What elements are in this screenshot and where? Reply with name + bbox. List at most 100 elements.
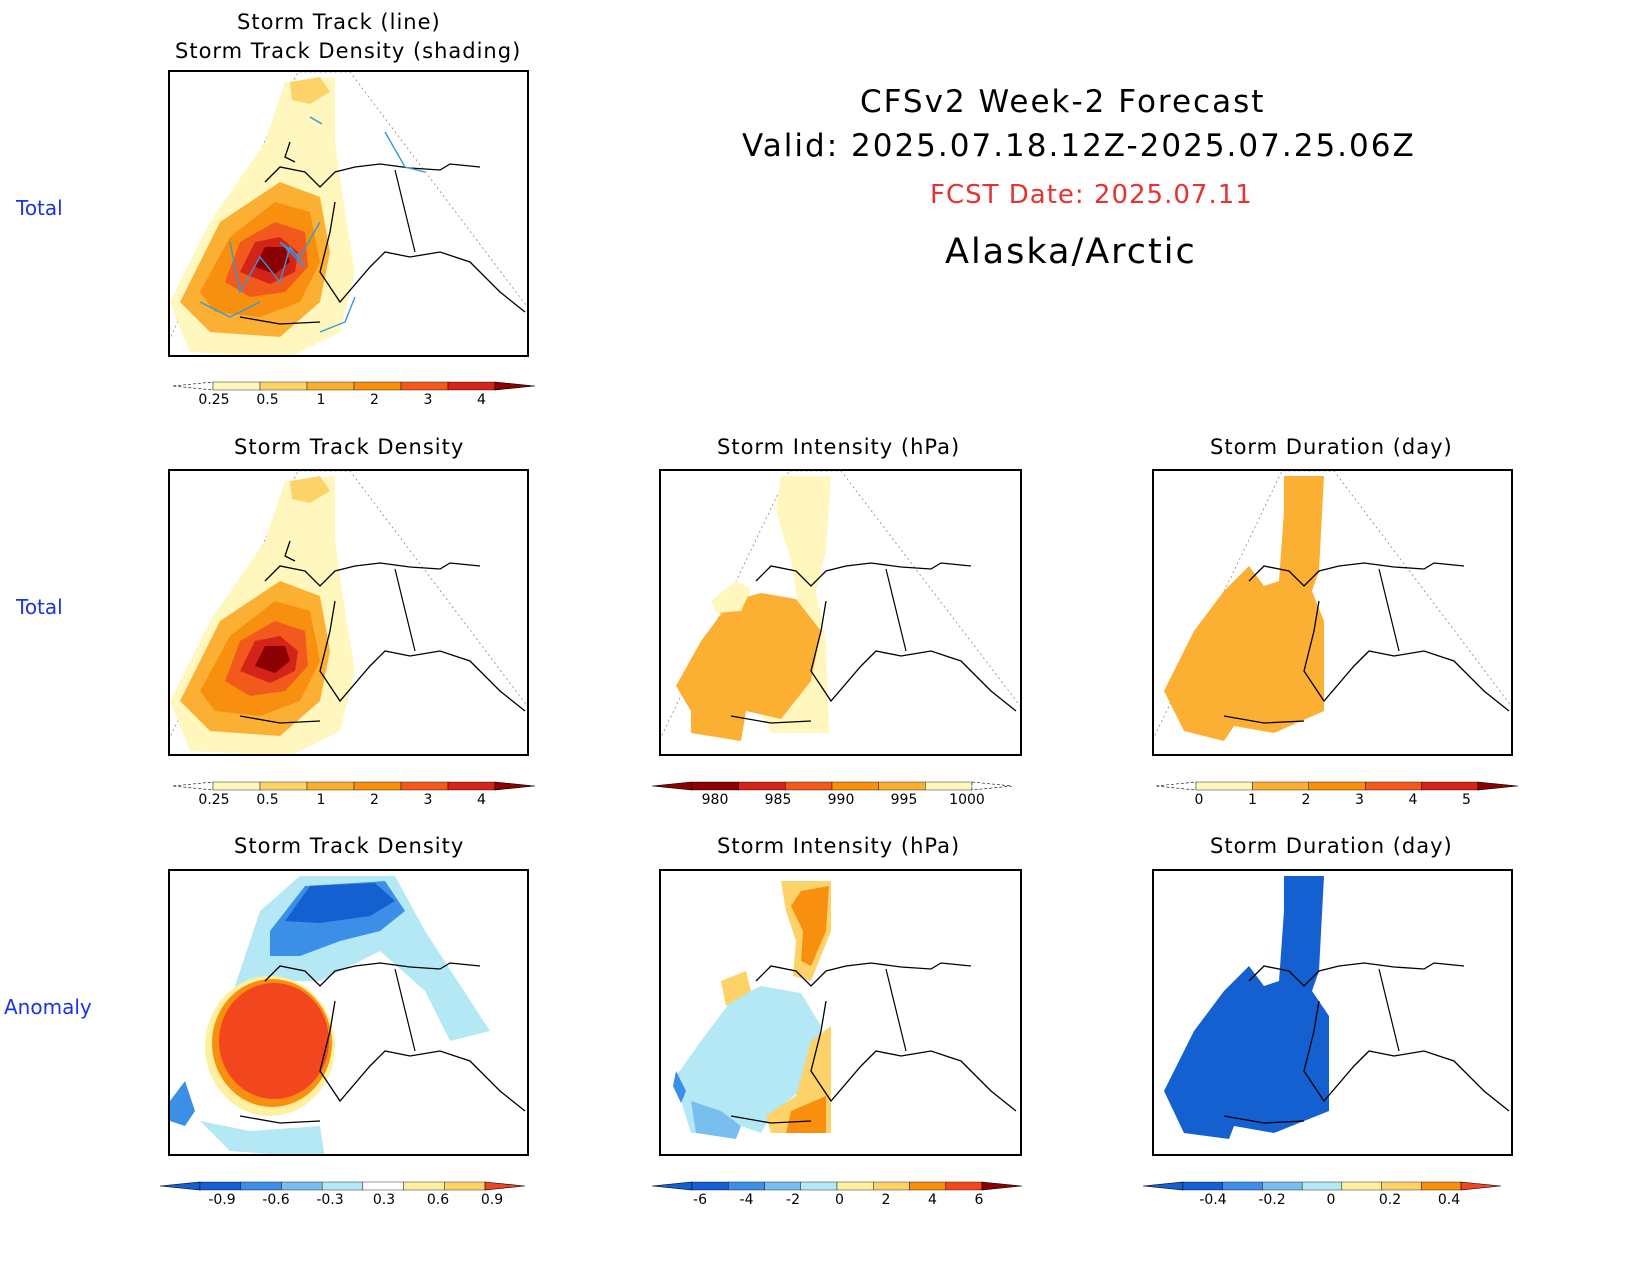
colorbar-tick-label: -0.9 xyxy=(208,1192,235,1208)
colorbar-tick-label: -0.3 xyxy=(316,1192,343,1208)
colorbar-swatch xyxy=(728,1181,765,1191)
colorbar-tick-label: 0.5 xyxy=(256,392,278,408)
colorbar-swatch xyxy=(353,781,402,791)
colorbar-tick-label: 2 xyxy=(882,1192,891,1208)
border-line xyxy=(394,169,416,253)
density-shading-4 xyxy=(255,247,290,274)
colorbar-swatch xyxy=(836,1181,874,1191)
coastline xyxy=(1223,562,1510,724)
colorbar-left-arrow xyxy=(172,781,214,791)
colorbar-swatch xyxy=(1381,1181,1422,1191)
colorbar-tick-label: 5 xyxy=(1462,792,1471,808)
bot-density-title: Storm Track Density xyxy=(234,834,465,858)
colorbar-tick-label: 4 xyxy=(477,392,486,408)
colorbar-tick-label: -4 xyxy=(740,1192,754,1208)
coastline xyxy=(239,540,526,724)
colorbar-swatch xyxy=(800,1181,838,1191)
colorbar-left-arrow xyxy=(159,1181,201,1191)
colorbar-swatch xyxy=(403,1181,445,1191)
anom-orange-right xyxy=(786,1096,826,1133)
border-line xyxy=(885,568,907,652)
map-top-density-svg xyxy=(170,72,527,355)
colorbar-top-density: 0.25 0.5 1 2 3 4 xyxy=(165,378,545,412)
anom-blue-left xyxy=(673,1071,686,1103)
map-bot-intensity-anomaly xyxy=(659,869,1022,1156)
density-shading-top xyxy=(290,476,330,503)
map-mid-density-svg xyxy=(170,471,527,754)
colorbar-bot-duration-anomaly: -0.4 -0.2 0 0.2 0.4 xyxy=(1142,1178,1528,1212)
colorbar-tick-label: 0.4 xyxy=(1438,1192,1460,1208)
colorbar-swatch xyxy=(321,1181,364,1191)
intensity-shading-995-edge xyxy=(711,581,751,613)
border-line xyxy=(885,968,907,1052)
colorbar-tick-label: 3 xyxy=(424,392,433,408)
map-mid-intensity xyxy=(659,469,1022,756)
colorbar-swatch xyxy=(764,1181,801,1191)
colorbar-mid-density: 0.25 0.5 1 2 3 4 xyxy=(165,778,545,812)
colorbar-swatch xyxy=(400,381,449,391)
coastline xyxy=(239,962,526,1124)
colorbar-tick-label: -6 xyxy=(693,1192,707,1208)
colorbar-tick-label: 0.3 xyxy=(373,1192,395,1208)
colorbar-tick-label: 4 xyxy=(928,1192,937,1208)
forecast-date: FCST Date: 2025.07.11 xyxy=(930,180,1253,210)
colorbar-tick-label: 0 xyxy=(1195,792,1204,808)
map-top-density xyxy=(168,70,529,357)
border-line xyxy=(1378,968,1400,1052)
colorbar-tick-label: 3 xyxy=(424,792,433,808)
forecast-title: CFSv2 Week-2 Forecast xyxy=(860,84,1266,120)
mid-duration-title: Storm Duration (day) xyxy=(1210,435,1453,459)
anom-orange-top xyxy=(791,886,829,966)
region-label: Alaska/Arctic xyxy=(945,232,1197,272)
colorbar-swatch xyxy=(785,781,833,791)
map-bot-duration-anomaly-svg xyxy=(1164,876,1510,1139)
colorbar-tick-label: 1000 xyxy=(949,792,985,808)
colorbar-tick-label: 2 xyxy=(1302,792,1311,808)
colorbar-swatch xyxy=(1421,781,1479,791)
colorbar-swatch xyxy=(1301,1181,1343,1191)
mid-intensity-title: Storm Intensity (hPa) xyxy=(717,435,961,459)
colorbar-tick-label: 990 xyxy=(828,792,855,808)
border-line xyxy=(394,968,416,1052)
colorbar-tick-label: 0 xyxy=(835,1192,844,1208)
colorbar-swatch xyxy=(878,781,926,791)
map-bot-duration-anomaly xyxy=(1152,869,1513,1156)
colorbar-tick-label: 0.9 xyxy=(481,1192,503,1208)
colorbar-swatch xyxy=(212,381,261,391)
colorbar-swatch xyxy=(691,1181,729,1191)
border-line xyxy=(394,568,416,652)
colorbar-swatch xyxy=(306,381,355,391)
colorbar-swatch xyxy=(259,381,308,391)
colorbar-tick-label: 4 xyxy=(1409,792,1418,808)
colorbar-mid-intensity: 980 985 990 995 1000 xyxy=(651,778,1032,812)
colorbar-right-arrow xyxy=(981,1181,1023,1191)
colorbar-swatch xyxy=(691,781,739,791)
top-panel-title-line2: Storm Track Density (shading) xyxy=(175,39,522,63)
colorbar-swatch xyxy=(738,781,786,791)
coastline xyxy=(239,141,526,325)
colorbar-swatch xyxy=(240,1181,282,1191)
colorbar-swatch xyxy=(1421,1181,1462,1191)
colorbar-tick-label: -0.6 xyxy=(262,1192,289,1208)
colorbar-tick-label: 1 xyxy=(317,392,326,408)
colorbar-tick-label: -0.2 xyxy=(1258,1192,1285,1208)
colorbar-tick-label: 2 xyxy=(370,392,379,408)
colorbar-tick-label: 985 xyxy=(765,792,792,808)
anom-dark-blue xyxy=(1164,876,1329,1139)
mid-density-title: Storm Track Density xyxy=(234,435,465,459)
colorbar-tick-label: 0 xyxy=(1327,1192,1336,1208)
colorbar-tick-label: 0.25 xyxy=(198,792,229,808)
colorbar-tick-label: 3 xyxy=(1355,792,1364,808)
colorbar-swatch xyxy=(831,781,879,791)
colorbar-tick-label: 2 xyxy=(370,792,379,808)
row-label-bottom: Anomaly xyxy=(4,995,92,1019)
anom-yellow-left xyxy=(721,971,751,1006)
colorbar-left-arrow xyxy=(172,381,214,391)
colorbar-right-arrow xyxy=(971,781,1013,791)
map-bot-density-anomaly xyxy=(168,869,529,1156)
colorbar-tick-label: 0.2 xyxy=(1379,1192,1401,1208)
colorbar-left-arrow xyxy=(651,781,693,791)
colorbar-tick-label: -0.4 xyxy=(1199,1192,1226,1208)
colorbar-swatch xyxy=(1252,781,1310,791)
map-bot-intensity-anomaly-svg xyxy=(673,881,1017,1139)
